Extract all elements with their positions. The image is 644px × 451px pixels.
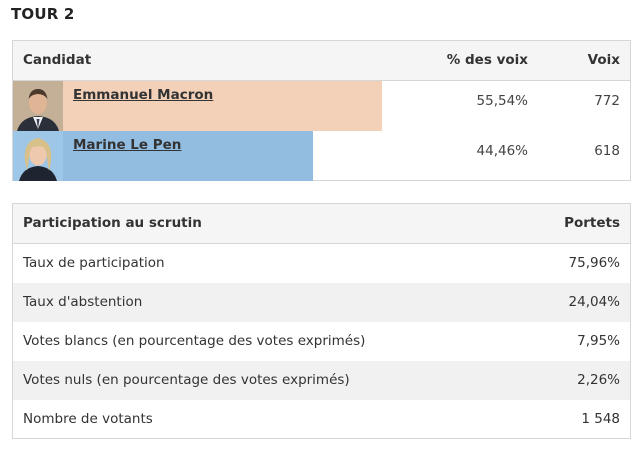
candidate-name-link[interactable]: Emmanuel Macron bbox=[73, 87, 214, 103]
header-commune: Portets bbox=[564, 215, 620, 231]
row-value: 7,95% bbox=[577, 333, 620, 349]
table-row: Taux d'abstention 24,04% bbox=[13, 283, 630, 322]
header-percent: % des voix bbox=[446, 52, 528, 68]
vote-share-bar bbox=[13, 131, 313, 181]
candidate-row-lepen: Marine Le Pen 44,46% 618 bbox=[13, 131, 630, 181]
row-label: Votes blancs (en pourcentage des votes e… bbox=[23, 333, 366, 349]
table-row: Votes nuls (en pourcentage des votes exp… bbox=[13, 361, 630, 400]
row-value: 75,96% bbox=[568, 255, 620, 271]
candidate-name-link[interactable]: Marine Le Pen bbox=[73, 137, 182, 153]
header-candidate: Candidat bbox=[23, 52, 92, 68]
participation-header: Participation au scrutin Portets bbox=[13, 204, 630, 244]
vote-share-bar bbox=[13, 81, 382, 131]
row-value: 24,04% bbox=[568, 294, 620, 310]
row-value: 1 548 bbox=[581, 411, 620, 427]
row-label: Taux de participation bbox=[23, 255, 165, 271]
candidate-votes: 772 bbox=[594, 93, 620, 109]
candidate-photo-macron bbox=[13, 81, 63, 131]
table-row: Votes blancs (en pourcentage des votes e… bbox=[13, 322, 630, 361]
candidate-percent: 44,46% bbox=[476, 143, 528, 159]
row-value: 2,26% bbox=[577, 372, 620, 388]
row-label: Taux d'abstention bbox=[23, 294, 143, 310]
header-votes: Voix bbox=[587, 52, 620, 68]
results-header: Candidat % des voix Voix bbox=[13, 41, 630, 81]
table-row: Taux de participation 75,96% bbox=[13, 244, 630, 283]
candidate-percent: 55,54% bbox=[476, 93, 528, 109]
table-row: Nombre de votants 1 548 bbox=[13, 400, 630, 439]
participation-table: Participation au scrutin Portets Taux de… bbox=[12, 203, 631, 439]
candidate-votes: 618 bbox=[594, 143, 620, 159]
round-title: TOUR 2 bbox=[11, 5, 75, 23]
row-label: Nombre de votants bbox=[23, 411, 153, 427]
header-participation: Participation au scrutin bbox=[23, 215, 202, 231]
results-table: Candidat % des voix Voix Emmanuel Macron… bbox=[12, 40, 631, 181]
candidate-row-macron: Emmanuel Macron 55,54% 772 bbox=[13, 81, 630, 131]
row-label: Votes nuls (en pourcentage des votes exp… bbox=[23, 372, 350, 388]
candidate-photo-lepen bbox=[13, 131, 63, 181]
